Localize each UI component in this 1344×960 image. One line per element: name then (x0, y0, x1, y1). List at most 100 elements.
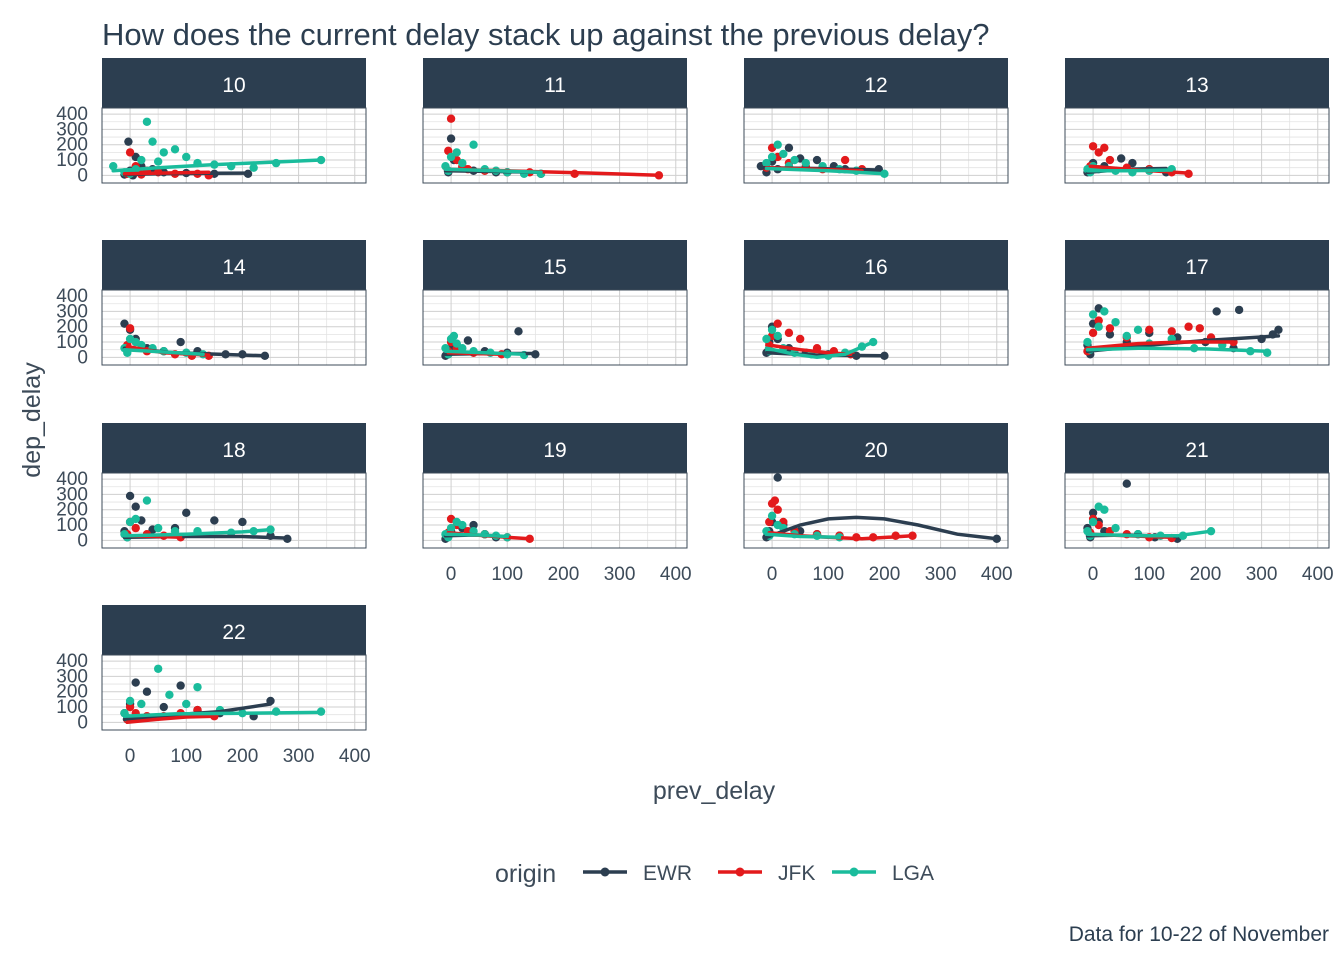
facet-label-18: 18 (222, 439, 245, 462)
facet-strip-14 (102, 240, 366, 290)
point-ewr (124, 137, 133, 146)
point-lga (446, 152, 456, 162)
point-jfk (1195, 324, 1205, 333)
facet-strip-12 (744, 58, 1008, 108)
point-jfk (1088, 142, 1098, 151)
point-lga (170, 145, 180, 154)
y-tick-label: 300 (56, 484, 88, 505)
facet-label-20: 20 (864, 439, 887, 462)
facet-label-21: 21 (1185, 439, 1208, 462)
point-lga (165, 690, 174, 699)
point-lga (153, 157, 163, 166)
point-lga (148, 137, 157, 146)
point-ewr (210, 516, 219, 525)
panel-border-13 (1064, 107, 1330, 184)
point-ewr (1122, 479, 1131, 488)
point-ewr (812, 155, 822, 165)
point-lga (762, 158, 771, 168)
y-tick-label: 200 (56, 682, 88, 703)
facet-label-22: 22 (222, 621, 245, 644)
facet-strip-11 (423, 58, 687, 108)
point-jfk (795, 334, 805, 344)
trend-line-jfk (122, 170, 211, 176)
panel-border-22 (101, 654, 367, 731)
trend-line-jfk (125, 714, 217, 725)
point-jfk (773, 505, 782, 514)
point-jfk (770, 496, 780, 505)
x-tick-label: 300 (1246, 564, 1278, 585)
point-ewr (446, 134, 456, 143)
y-tick-label: 400 (56, 651, 88, 672)
point-jfk (840, 155, 850, 165)
panel-border-14 (101, 289, 367, 366)
point-lga (767, 511, 777, 521)
point-lga (762, 334, 771, 344)
x-tick-label: 300 (283, 746, 315, 767)
point-lga (137, 155, 146, 165)
facet-strip-13 (1065, 58, 1329, 108)
point-lga (153, 523, 163, 533)
point-lga (1088, 310, 1098, 319)
y-tick-label: 0 (77, 712, 88, 733)
point-ewr (120, 319, 129, 328)
panel-border-12 (743, 107, 1009, 184)
point-ewr (1274, 325, 1283, 334)
trend-line-lga (122, 527, 273, 538)
point-ewr (182, 508, 191, 517)
y-tick-label: 300 (56, 301, 88, 322)
y-axis-label: dep_delay (18, 362, 46, 478)
point-ewr (514, 327, 523, 336)
trend-line-jfk (1085, 340, 1236, 350)
trend-line-lga (1085, 346, 1269, 353)
point-ewr (773, 473, 782, 482)
facet-label-11: 11 (544, 74, 566, 97)
point-lga (779, 149, 788, 159)
point-ewr (463, 336, 473, 345)
legend-key-point-jfk (735, 867, 745, 877)
legend-title: origin (495, 860, 556, 888)
point-ewr (1116, 154, 1126, 163)
point-lga (1088, 517, 1098, 527)
facet-label-16: 16 (864, 256, 887, 279)
point-ewr (142, 687, 152, 696)
point-lga (249, 163, 258, 172)
point-lga (159, 148, 168, 157)
point-ewr (238, 517, 247, 527)
point-jfk (1094, 148, 1103, 157)
panel-border-20 (743, 472, 1009, 549)
point-ewr (131, 502, 140, 511)
legend-key-point-ewr (600, 867, 610, 877)
x-tick-label: 100 (491, 564, 523, 585)
point-lga (142, 117, 152, 126)
point-lga (182, 699, 191, 709)
legend-label-ewr: EWR (643, 862, 692, 885)
point-jfk (1088, 328, 1098, 338)
point-ewr (1234, 305, 1244, 315)
point-lga (1122, 331, 1131, 341)
trend-line-lga (443, 532, 510, 539)
point-lga (1133, 325, 1143, 334)
point-ewr (131, 678, 140, 687)
point-jfk (1105, 324, 1115, 333)
x-tick-label: 100 (812, 564, 844, 585)
point-lga (1111, 317, 1120, 327)
point-jfk (773, 319, 782, 328)
facet-strip-17 (1065, 240, 1329, 290)
y-tick-label: 100 (56, 332, 88, 353)
trend-line-ewr (764, 515, 999, 541)
x-tick-label: 200 (548, 564, 580, 585)
facet-label-13: 13 (1185, 74, 1208, 97)
point-lga (1111, 523, 1120, 533)
point-jfk (1145, 325, 1154, 334)
point-jfk (125, 148, 135, 157)
panel-border-19 (422, 472, 688, 549)
x-tick-label: 100 (170, 746, 202, 767)
x-tick-label: 300 (604, 564, 636, 585)
point-lga (458, 158, 467, 168)
facet-strip-16 (744, 240, 1008, 290)
facet-label-19: 19 (543, 439, 566, 462)
point-lga (125, 696, 135, 706)
trend-line-lga (764, 166, 887, 176)
point-jfk (1094, 316, 1103, 325)
y-tick-label: 300 (56, 666, 88, 687)
